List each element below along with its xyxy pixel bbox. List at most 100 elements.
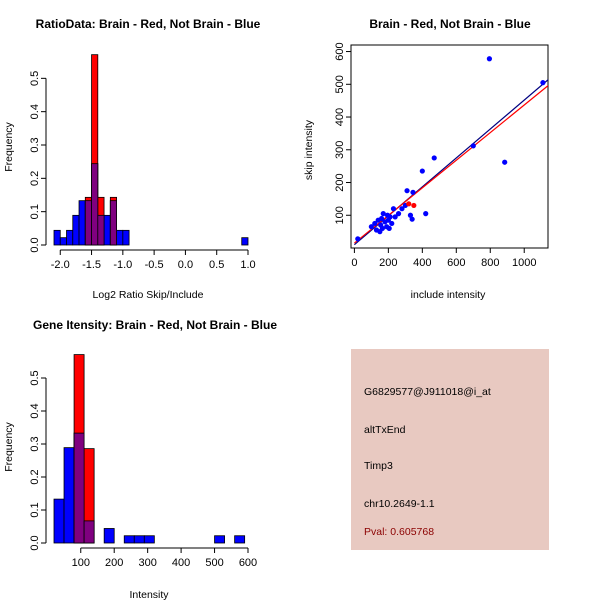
histogram-bar-not-brain [53, 498, 65, 544]
scatter-point-not-brain [419, 168, 425, 174]
gene-name: Timp3 [364, 460, 393, 472]
x-tick-label: 400 [413, 257, 431, 269]
scatter-point-not-brain [486, 56, 493, 62]
chart-title: Gene Itensity: Brain - Red, Not Brain - … [33, 318, 277, 332]
x-tick-label: 0.0 [178, 259, 193, 271]
histogram-bar-overlap [84, 200, 92, 246]
histogram-bar-not-brain [59, 237, 67, 246]
scatter-point-not-brain [410, 189, 416, 195]
scatter-point-not-brain [389, 220, 395, 227]
histogram-bar-not-brain [234, 535, 246, 544]
scatter-point-not-brain [390, 206, 397, 212]
histogram-bar-overlap [83, 520, 95, 544]
x-tick-label: 0 [351, 257, 357, 269]
x-tick-label: 400 [172, 557, 190, 569]
y-tick-label: 100 [334, 206, 346, 224]
scatter-point-not-brain [379, 225, 386, 231]
histogram-bar-not-brain [133, 535, 145, 544]
scatter-point-not-brain [386, 225, 392, 231]
y-tick-label: 0.0 [29, 237, 41, 252]
scatter-point-brain [406, 201, 412, 207]
y-tick-label: 0.2 [29, 469, 41, 484]
y-tick-label: 400 [334, 108, 346, 126]
plot-frame [350, 44, 549, 249]
y-axis-label: Frequency [3, 421, 15, 471]
event-type: altTxEnd [364, 424, 406, 436]
histogram-bar-not-brain [72, 214, 80, 246]
scatter-point-not-brain [399, 206, 405, 212]
y-tick-label: 600 [334, 42, 346, 60]
scatter-point-not-brain [387, 214, 393, 220]
histogram-bar-not-brain [78, 200, 86, 246]
x-tick-label: 800 [481, 257, 499, 269]
scatter-point-not-brain [392, 214, 398, 220]
histogram-bar-overlap [91, 163, 99, 246]
y-axis-label: Frequency [3, 121, 15, 171]
histogram-bar-overlap [73, 432, 85, 544]
scatter-point-not-brain [431, 155, 437, 161]
x-tick-label: 200 [105, 557, 123, 569]
p-value: Pval: 0.605768 [364, 526, 435, 538]
histogram-bar-not-brain [123, 535, 135, 544]
x-tick-label: 600 [447, 257, 465, 269]
y-tick-label: 0.5 [29, 71, 41, 86]
histogram-bar-not-brain [241, 237, 249, 246]
scatter-point-not-brain [502, 159, 508, 165]
y-tick-label: 0.5 [29, 370, 41, 385]
chromosome-location: chr10.2649-1.1 [364, 498, 435, 510]
y-tick-label: 0.2 [29, 171, 41, 186]
y-tick-label: 0.4 [29, 104, 41, 119]
scatter-point-not-brain [409, 216, 415, 222]
chart-title: Brain - Red, Not Brain - Blue [369, 17, 531, 31]
y-tick-label: 200 [334, 173, 346, 191]
x-tick-label: 1.0 [240, 259, 255, 271]
histogram-bar-not-brain [122, 229, 130, 246]
histogram-bar-not-brain [103, 528, 115, 544]
scatter-point-not-brain [407, 212, 414, 218]
histogram-bar-overlap [109, 200, 117, 246]
x-axis-label: Log2 Ratio Skip/Include [93, 289, 204, 301]
scatter-point-not-brain [372, 220, 378, 227]
scatter-point-not-brain [355, 236, 361, 242]
y-tick-label: 500 [334, 75, 346, 93]
chart-title: RatioData: Brain - Red, Not Brain - Blue [36, 17, 261, 31]
x-tick-label: 200 [379, 257, 397, 269]
x-axis-label: include intensity [411, 289, 486, 301]
histogram-bar-not-brain [116, 229, 124, 246]
scatter-point-not-brain [540, 80, 546, 86]
histogram-bar-not-brain [53, 229, 61, 246]
x-tick-label: -1.5 [82, 259, 101, 271]
scatter-point-not-brain [368, 224, 374, 230]
histogram-bar-not-brain [63, 447, 75, 544]
histogram-bar-not-brain [103, 214, 111, 246]
x-tick-label: 1000 [512, 257, 536, 269]
scatter-point-brain [411, 202, 417, 209]
y-tick-label: 300 [334, 141, 346, 159]
x-axis-label: Intensity [129, 589, 169, 600]
scatter-point-not-brain [380, 211, 386, 217]
y-axis-label: skip intensity [303, 119, 315, 180]
y-tick-label: 0.3 [29, 137, 41, 152]
y-tick-label: 0.1 [29, 502, 41, 517]
x-tick-label: 600 [239, 557, 257, 569]
y-tick-label: 0.0 [29, 535, 41, 550]
histogram-bar-not-brain [143, 535, 155, 544]
scatter-point-not-brain [470, 143, 476, 149]
scatter-point-not-brain [378, 215, 385, 222]
x-tick-label: 300 [138, 557, 156, 569]
x-tick-label: 0.5 [209, 259, 224, 271]
histogram-bar-not-brain [66, 229, 74, 246]
probe-id: G6829577@J911018@i_at [364, 386, 491, 398]
x-tick-label: -2.0 [51, 259, 70, 271]
x-tick-label: 100 [72, 557, 90, 569]
x-tick-label: 500 [205, 557, 223, 569]
histogram-bar-overlap [97, 214, 105, 246]
scatter-point-not-brain [423, 211, 429, 217]
y-tick-label: 0.3 [29, 436, 41, 451]
scatter-point-not-brain [395, 211, 402, 217]
histogram-bar-not-brain [214, 535, 225, 544]
y-tick-label: 0.1 [29, 204, 41, 219]
info-panel: G6829577@J911018@i_at altTxEnd Timp3 chr… [351, 349, 549, 550]
scatter-point-not-brain [404, 188, 410, 194]
